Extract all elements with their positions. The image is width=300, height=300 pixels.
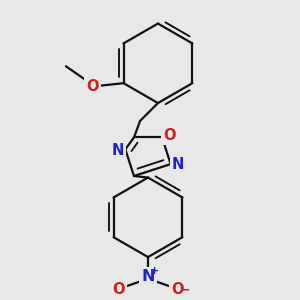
Text: O: O	[86, 79, 99, 94]
Text: O: O	[171, 282, 184, 297]
Text: N: N	[141, 269, 155, 284]
Text: N: N	[172, 158, 184, 172]
Text: N: N	[112, 143, 124, 158]
Text: O: O	[112, 282, 125, 297]
Text: +: +	[150, 266, 159, 276]
Text: O: O	[163, 128, 176, 143]
Text: −: −	[179, 284, 190, 297]
